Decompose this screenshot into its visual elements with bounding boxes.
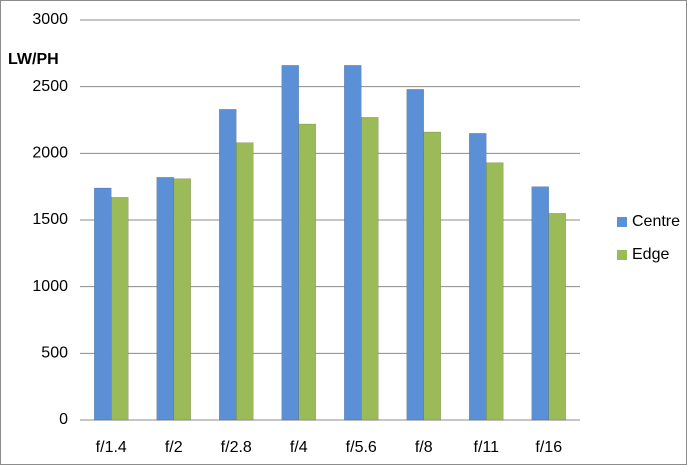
y-tick-label: 0 <box>59 411 68 428</box>
y-tick-label: 1000 <box>32 278 68 295</box>
y-tick-label: 1500 <box>32 211 68 228</box>
x-tick-label: f/11 <box>474 439 500 456</box>
bar <box>219 109 237 421</box>
x-tick-label: f/16 <box>535 439 562 456</box>
bar <box>298 123 316 421</box>
x-tick-label: f/5.6 <box>346 439 377 456</box>
bar <box>423 131 441 421</box>
bar <box>344 65 362 421</box>
x-tick-label: f/4 <box>290 439 308 456</box>
bar <box>469 133 487 421</box>
y-tick-label: 2000 <box>32 145 68 162</box>
x-tick-label: f/2 <box>165 439 183 456</box>
y-axis-title: LW/PH <box>8 51 59 68</box>
bar <box>156 177 174 421</box>
bar <box>173 178 191 421</box>
x-tick-label: f/1.4 <box>96 439 127 456</box>
y-tick-label: 2500 <box>32 78 68 95</box>
x-tick-label: f/2.8 <box>221 439 252 456</box>
legend-label: Centre <box>632 213 680 230</box>
bar <box>531 186 549 421</box>
bar <box>111 197 129 421</box>
bar <box>548 213 566 421</box>
y-tick-label: 3000 <box>32 11 68 28</box>
bar <box>94 187 112 421</box>
bar <box>361 117 379 421</box>
bar <box>236 142 254 421</box>
y-tick-label: 500 <box>41 345 68 362</box>
bar <box>281 65 299 421</box>
legend-label: Edge <box>632 246 669 263</box>
bar <box>406 89 424 421</box>
bar <box>486 162 504 421</box>
legend-swatch <box>617 217 627 227</box>
legend-swatch <box>617 250 627 260</box>
x-tick-label: f/8 <box>415 439 433 456</box>
